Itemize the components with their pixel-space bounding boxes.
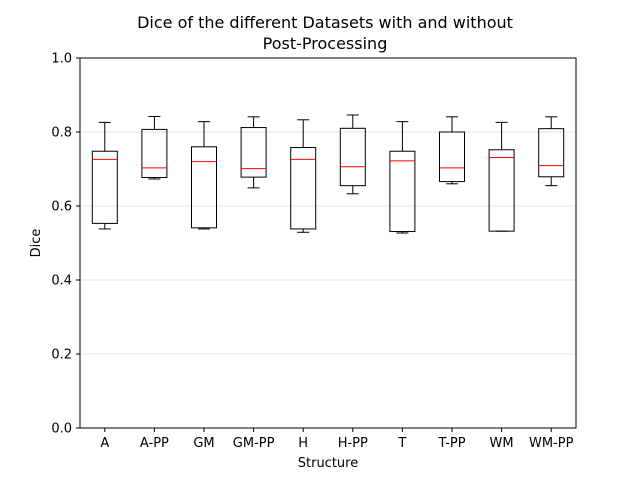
box-gm-pp <box>240 116 267 189</box>
x-tick-label: WM-PP <box>529 436 574 451</box>
chart-title-line2: Post-Processing <box>263 34 388 53</box>
x-tick-label: T <box>397 436 406 451</box>
y-tick-label: 1.0 <box>51 52 72 67</box>
x-tick-label: GM-PP <box>233 436 275 451</box>
iqr-box <box>439 131 465 183</box>
iqr-box <box>290 147 317 230</box>
box-a <box>91 121 118 230</box>
box-h <box>290 119 317 233</box>
y-tick-label: 0.8 <box>51 126 72 141</box>
box-t <box>389 121 416 234</box>
box-a-pp <box>141 115 168 180</box>
boxes <box>91 114 565 234</box>
x-tick-label: H <box>298 436 308 451</box>
y-tick-label: 0.0 <box>51 422 72 437</box>
y-tick-label: 0.4 <box>51 274 72 289</box>
x-tick-label: A-PP <box>140 436 169 451</box>
iqr-box <box>141 128 168 179</box>
x-tick-label: T-PP <box>437 436 465 451</box>
box-gm <box>191 121 217 230</box>
iqr-box <box>191 146 217 229</box>
x-tick-label: GM <box>193 436 214 451</box>
iqr-box <box>91 150 118 224</box>
iqr-box <box>389 150 416 233</box>
x-tick-label: H-PP <box>338 436 368 451</box>
box-wm-pp <box>538 116 565 187</box>
y-tick-label: 0.2 <box>51 348 72 363</box>
x-tick-label: WM <box>490 436 514 451</box>
iqr-box <box>538 128 565 178</box>
x-axis-label: Structure <box>298 456 358 471</box>
y-tick-label: 0.6 <box>51 200 72 215</box>
x-tick-label: A <box>100 436 109 451</box>
y-axis-label: Dice <box>29 229 44 258</box>
y-axis-ticks: 0.0 0.2 0.4 0.6 0.8 1.0 <box>51 52 80 437</box>
plot-area-frame <box>79 57 577 429</box>
x-axis-ticks: A A-PP GM GM-PP H H-PP T T-PP WM WM-PP <box>100 428 574 451</box>
chart-title-line1: Dice of the different Datasets with and … <box>137 13 513 32</box>
grid-lines <box>80 57 576 429</box>
box-t-pp <box>439 116 465 185</box>
box-h-pp <box>339 114 366 195</box>
iqr-box <box>488 149 515 232</box>
iqr-box <box>240 127 267 178</box>
iqr-box <box>339 127 366 187</box>
box-wm <box>488 121 515 232</box>
